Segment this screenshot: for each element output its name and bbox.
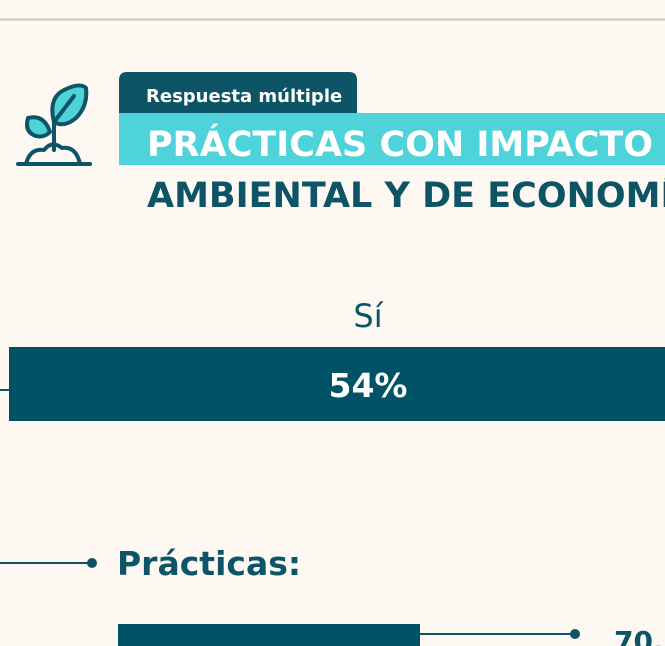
practice-value: 70.9 [614, 625, 665, 646]
connector-dot [570, 629, 580, 639]
practice-bar [118, 624, 420, 646]
tag-background [119, 72, 357, 113]
connector-dot [87, 558, 97, 568]
answer-bar [9, 347, 665, 421]
plant-icon [16, 83, 92, 166]
answer-value: 54% [329, 366, 408, 405]
title-line-2: AMBIENTAL Y DE ECONOMÍA [147, 174, 665, 216]
practices-heading: Prácticas: [117, 544, 301, 583]
title-band [119, 113, 665, 165]
tag-text: Respuesta múltiple [146, 86, 342, 107]
title-line-1: PRÁCTICAS CON IMPACTO S [147, 123, 665, 165]
answer-label: Sí [353, 297, 383, 335]
